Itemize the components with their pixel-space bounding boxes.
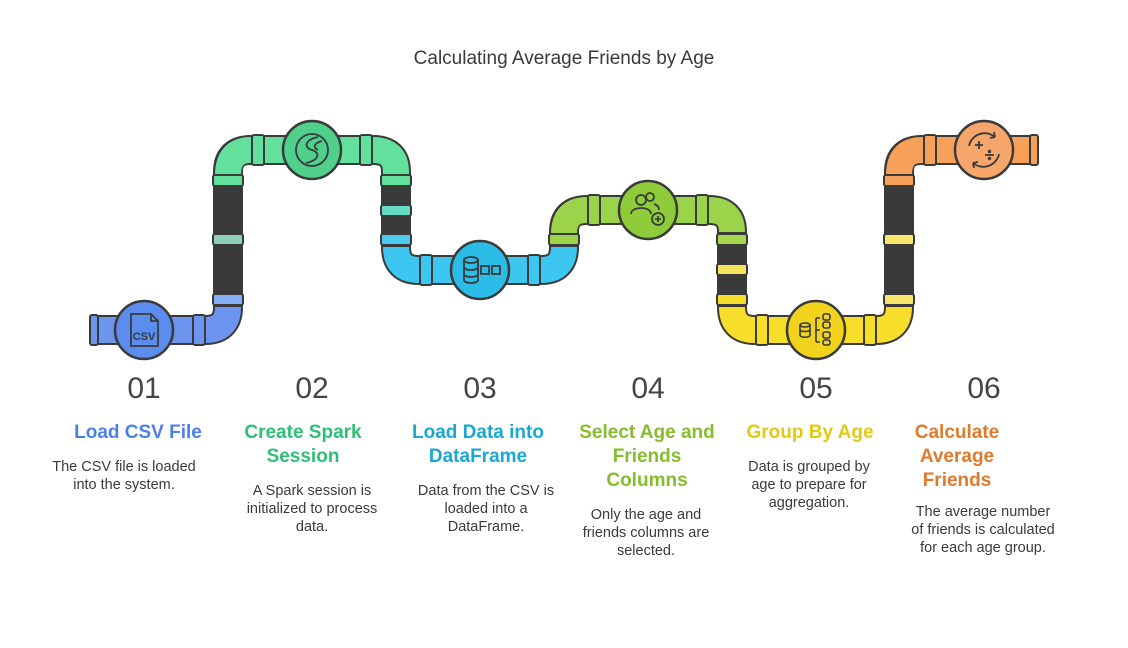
step-node-1: CSV: [113, 299, 175, 361]
step-node-2: [281, 119, 343, 181]
users-add-icon: [630, 192, 665, 226]
step-heading: Group By Age: [746, 422, 874, 443]
step-number: 02: [295, 372, 329, 405]
step-number: 03: [463, 372, 497, 405]
step-heading: Load CSV File: [74, 422, 202, 443]
pipeline-diagram: CSV: [89, 119, 1039, 361]
step-heading: Calculate Average Friends: [914, 422, 1000, 491]
group-icon: [799, 313, 831, 346]
step-description: Only the age and friends columns are sel…: [582, 507, 710, 559]
math-ops-icon: [968, 131, 1000, 169]
step-number: 01: [127, 372, 161, 405]
step-node-6: [953, 119, 1015, 181]
diagram-title: Calculating Average Friends by Age: [413, 48, 715, 69]
pipe-cap-left: [89, 314, 99, 346]
csv-file-icon: CSV: [130, 313, 159, 347]
step-heading: Create Spark Session: [244, 422, 362, 467]
step-number: 05: [799, 372, 833, 405]
step-node-5: [785, 299, 847, 361]
step-node-3: [449, 239, 511, 301]
step-node-4: [617, 179, 679, 241]
step-number: 06: [967, 372, 1001, 405]
spark-icon: [295, 133, 329, 167]
step-description: The CSV file is loaded into the system.: [52, 459, 196, 493]
database-icon: [463, 256, 501, 284]
step-heading: Select Age and Friends Columns: [579, 422, 715, 491]
step-description: Data is grouped by age to prepare for ag…: [748, 459, 870, 511]
step-description: A Spark session is initialized to proces…: [246, 483, 378, 535]
step-description: The average number of friends is calcula…: [911, 504, 1055, 556]
step-heading: Load Data into DataFrame: [412, 422, 544, 467]
svg-text:CSV: CSV: [133, 331, 156, 343]
step-number: 04: [631, 372, 665, 405]
step-description: Data from the CSV is loaded into a DataF…: [417, 483, 555, 535]
pipe-flanges: [192, 134, 937, 346]
pipe-cap-right: [1029, 134, 1039, 166]
